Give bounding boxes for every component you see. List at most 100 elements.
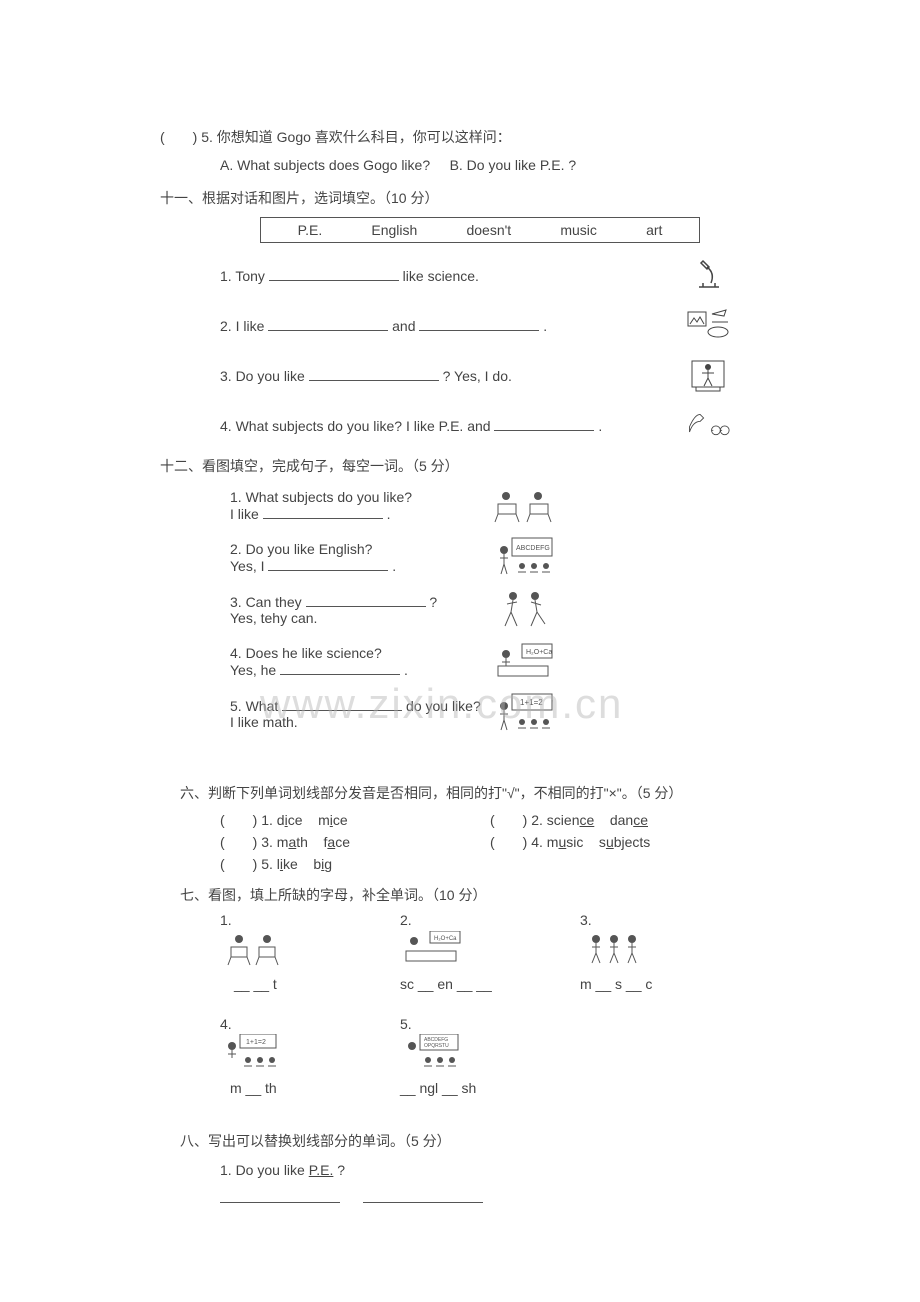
blank-field[interactable] <box>309 367 439 381</box>
word-bank: P.E. English doesn't music art <box>260 217 700 243</box>
item-num: 4. <box>220 1016 400 1032</box>
blank-field[interactable] <box>220 1189 340 1203</box>
word-bank-item: English <box>371 222 417 238</box>
text-fragment: Yes, I <box>230 558 268 574</box>
text-fragment: I like math. <box>230 714 490 730</box>
sec8-header: 八、写出可以替换划线部分的单词。（5 分） <box>180 1130 760 1152</box>
svg-text:H₂O+Ca: H₂O+Ca <box>434 936 457 942</box>
text-fragment: 4. Does he like science? <box>230 645 490 661</box>
microscope-icon <box>686 255 730 295</box>
text-fragment: 1. Tony <box>220 268 269 284</box>
text-fragment: . <box>392 558 396 574</box>
word-pattern[interactable]: __ ngl __ sh <box>400 1080 580 1096</box>
blank-field[interactable] <box>494 417 594 431</box>
blank-field[interactable] <box>280 661 400 675</box>
sec7-grid: 1. __ __ t 2. H₂O+Ca sc __ en __ __ 3. m… <box>220 912 760 1120</box>
sec8-answer-blanks <box>220 1187 760 1209</box>
blank-field[interactable] <box>363 1189 483 1203</box>
sec12-item-5: 5. What do you like? I like math. 1+1=2 <box>230 692 760 736</box>
pair-num: 5 <box>261 856 269 872</box>
sec7-item-4: 4. 1+1=2 m __ th <box>220 1016 400 1096</box>
sec11-item-1: 1. Tony like science. <box>220 255 760 295</box>
blank-field[interactable] <box>419 317 539 331</box>
dance-kids-icon <box>490 588 560 632</box>
word-pattern[interactable]: __ __ t <box>234 976 400 992</box>
english-teacher-icon: ABCDEFGOPQRSTU <box>400 1032 470 1076</box>
text-fragment: ? Yes, I do. <box>443 368 512 384</box>
blank-field[interactable] <box>269 267 399 281</box>
pair-num: 2 <box>531 812 539 828</box>
q5-options: A. What subjects does Gogo like? B. Do y… <box>220 154 760 176</box>
english-teacher-icon: ABCDEFG <box>490 536 560 580</box>
text-fragment: 1. What subjects do you like? <box>230 489 490 505</box>
music-kids-icon <box>580 928 650 972</box>
item-num: 5. <box>400 1016 580 1032</box>
pair-row: ( ) 1. dice mice ( ) 2. science dance <box>220 810 760 830</box>
science-boy-icon: H₂O+Ca <box>490 640 560 684</box>
science-boy-icon: H₂O+Ca <box>400 928 470 972</box>
item-num: 2. <box>400 912 580 928</box>
word-bank-item: music <box>560 222 597 238</box>
math-teacher-icon: 1+1=2 <box>490 692 560 736</box>
svg-text:1+1=2: 1+1=2 <box>246 1039 266 1046</box>
text-fragment: . <box>404 662 408 678</box>
sec12-item-2: 2. Do you like English? Yes, I . ABCDEFG <box>230 536 760 580</box>
text-fragment: 2. Do you like English? <box>230 541 490 557</box>
music-instruments-icon <box>686 405 730 445</box>
text-fragment: like science. <box>403 268 479 284</box>
text-fragment: and <box>392 318 419 334</box>
q5-opt-a: A. What subjects does Gogo like? <box>220 157 430 173</box>
sec8-item-1: 1. Do you like P.E. ? <box>220 1159 760 1181</box>
word-pattern[interactable]: m __ th <box>230 1080 400 1096</box>
sec11-header: 十一、根据对话和图片，选词填空。（10 分） <box>160 187 760 209</box>
blank-field[interactable] <box>282 697 402 711</box>
pair-row: ( ) 3. math face ( ) 4. music subjects <box>220 832 760 852</box>
art-class-icon <box>490 484 560 528</box>
pair-num: 3 <box>261 834 269 850</box>
sec11-item-3: 3. Do you like ? Yes, I do. <box>220 355 760 395</box>
q5-opt-b: B. Do you like P.E. ? <box>450 157 577 173</box>
sec12-header: 十二、看图填空，完成句子，每空一词。（5 分） <box>160 455 760 477</box>
art-supplies-icon <box>686 305 730 345</box>
sec7-item-1: 1. __ __ t <box>220 912 400 992</box>
sec11-item-4: 4. What subjects do you like? I like P.E… <box>220 405 760 445</box>
text-fragment: 3. Do you like <box>220 368 309 384</box>
item-num: 1. <box>220 912 400 928</box>
pair-row: ( ) 5. like big <box>220 854 760 874</box>
word-pattern[interactable]: m __ s __ c <box>580 976 760 992</box>
sec6-header: 六、判断下列单词划线部分发音是否相同，相同的打"√"，不相同的打"×"。（5 分… <box>180 782 760 804</box>
text-fragment: ? <box>429 594 437 610</box>
sec12-item-3: 3. Can they ? Yes, tehy can. <box>230 588 760 632</box>
svg-text:OPQRSTU: OPQRSTU <box>424 1043 449 1049</box>
blank-field[interactable] <box>268 317 388 331</box>
text-fragment: . <box>543 318 547 334</box>
sec11-item-2: 2. I like and . <box>220 305 760 345</box>
math-teacher-icon: 1+1=2 <box>220 1032 290 1076</box>
svg-text:1+1=2: 1+1=2 <box>520 698 543 707</box>
word-bank-item: art <box>646 222 662 238</box>
word-pattern[interactable]: sc __ en __ __ <box>400 976 580 992</box>
text-fragment: 3. Can they <box>230 594 306 610</box>
blank-field[interactable] <box>268 557 388 571</box>
text-fragment: . <box>387 506 391 522</box>
pair-num: 4 <box>531 834 539 850</box>
pe-gym-icon <box>686 355 730 395</box>
art-class-icon <box>220 928 290 972</box>
text-fragment: 4. What subjects do you like? I like P.E… <box>220 418 494 434</box>
sec7-header: 七、看图，填上所缺的字母，补全单词。（10 分） <box>180 884 760 906</box>
word-bank-item: doesn't <box>466 222 511 238</box>
word-bank-item: P.E. <box>298 222 323 238</box>
sec7-item-5: 5. ABCDEFGOPQRSTU __ ngl __ sh <box>400 1016 580 1096</box>
sec7-item-3: 3. m __ s __ c <box>580 912 760 992</box>
sec6-pairs: ( ) 1. dice mice ( ) 2. science dance ( … <box>220 810 760 874</box>
blank-field[interactable] <box>306 593 426 607</box>
item-num: 3. <box>580 912 760 928</box>
blank-field[interactable] <box>263 505 383 519</box>
text-fragment: Yes, he <box>230 662 280 678</box>
text-fragment: I like <box>230 506 263 522</box>
pair-num: 1 <box>261 812 269 828</box>
text-fragment: Yes, tehy can. <box>230 610 490 626</box>
svg-text:ABCDEFG: ABCDEFG <box>516 545 550 552</box>
text-fragment: 2. I like <box>220 318 268 334</box>
sec12-item-1: 1. What subjects do you like? I like . <box>230 484 760 528</box>
